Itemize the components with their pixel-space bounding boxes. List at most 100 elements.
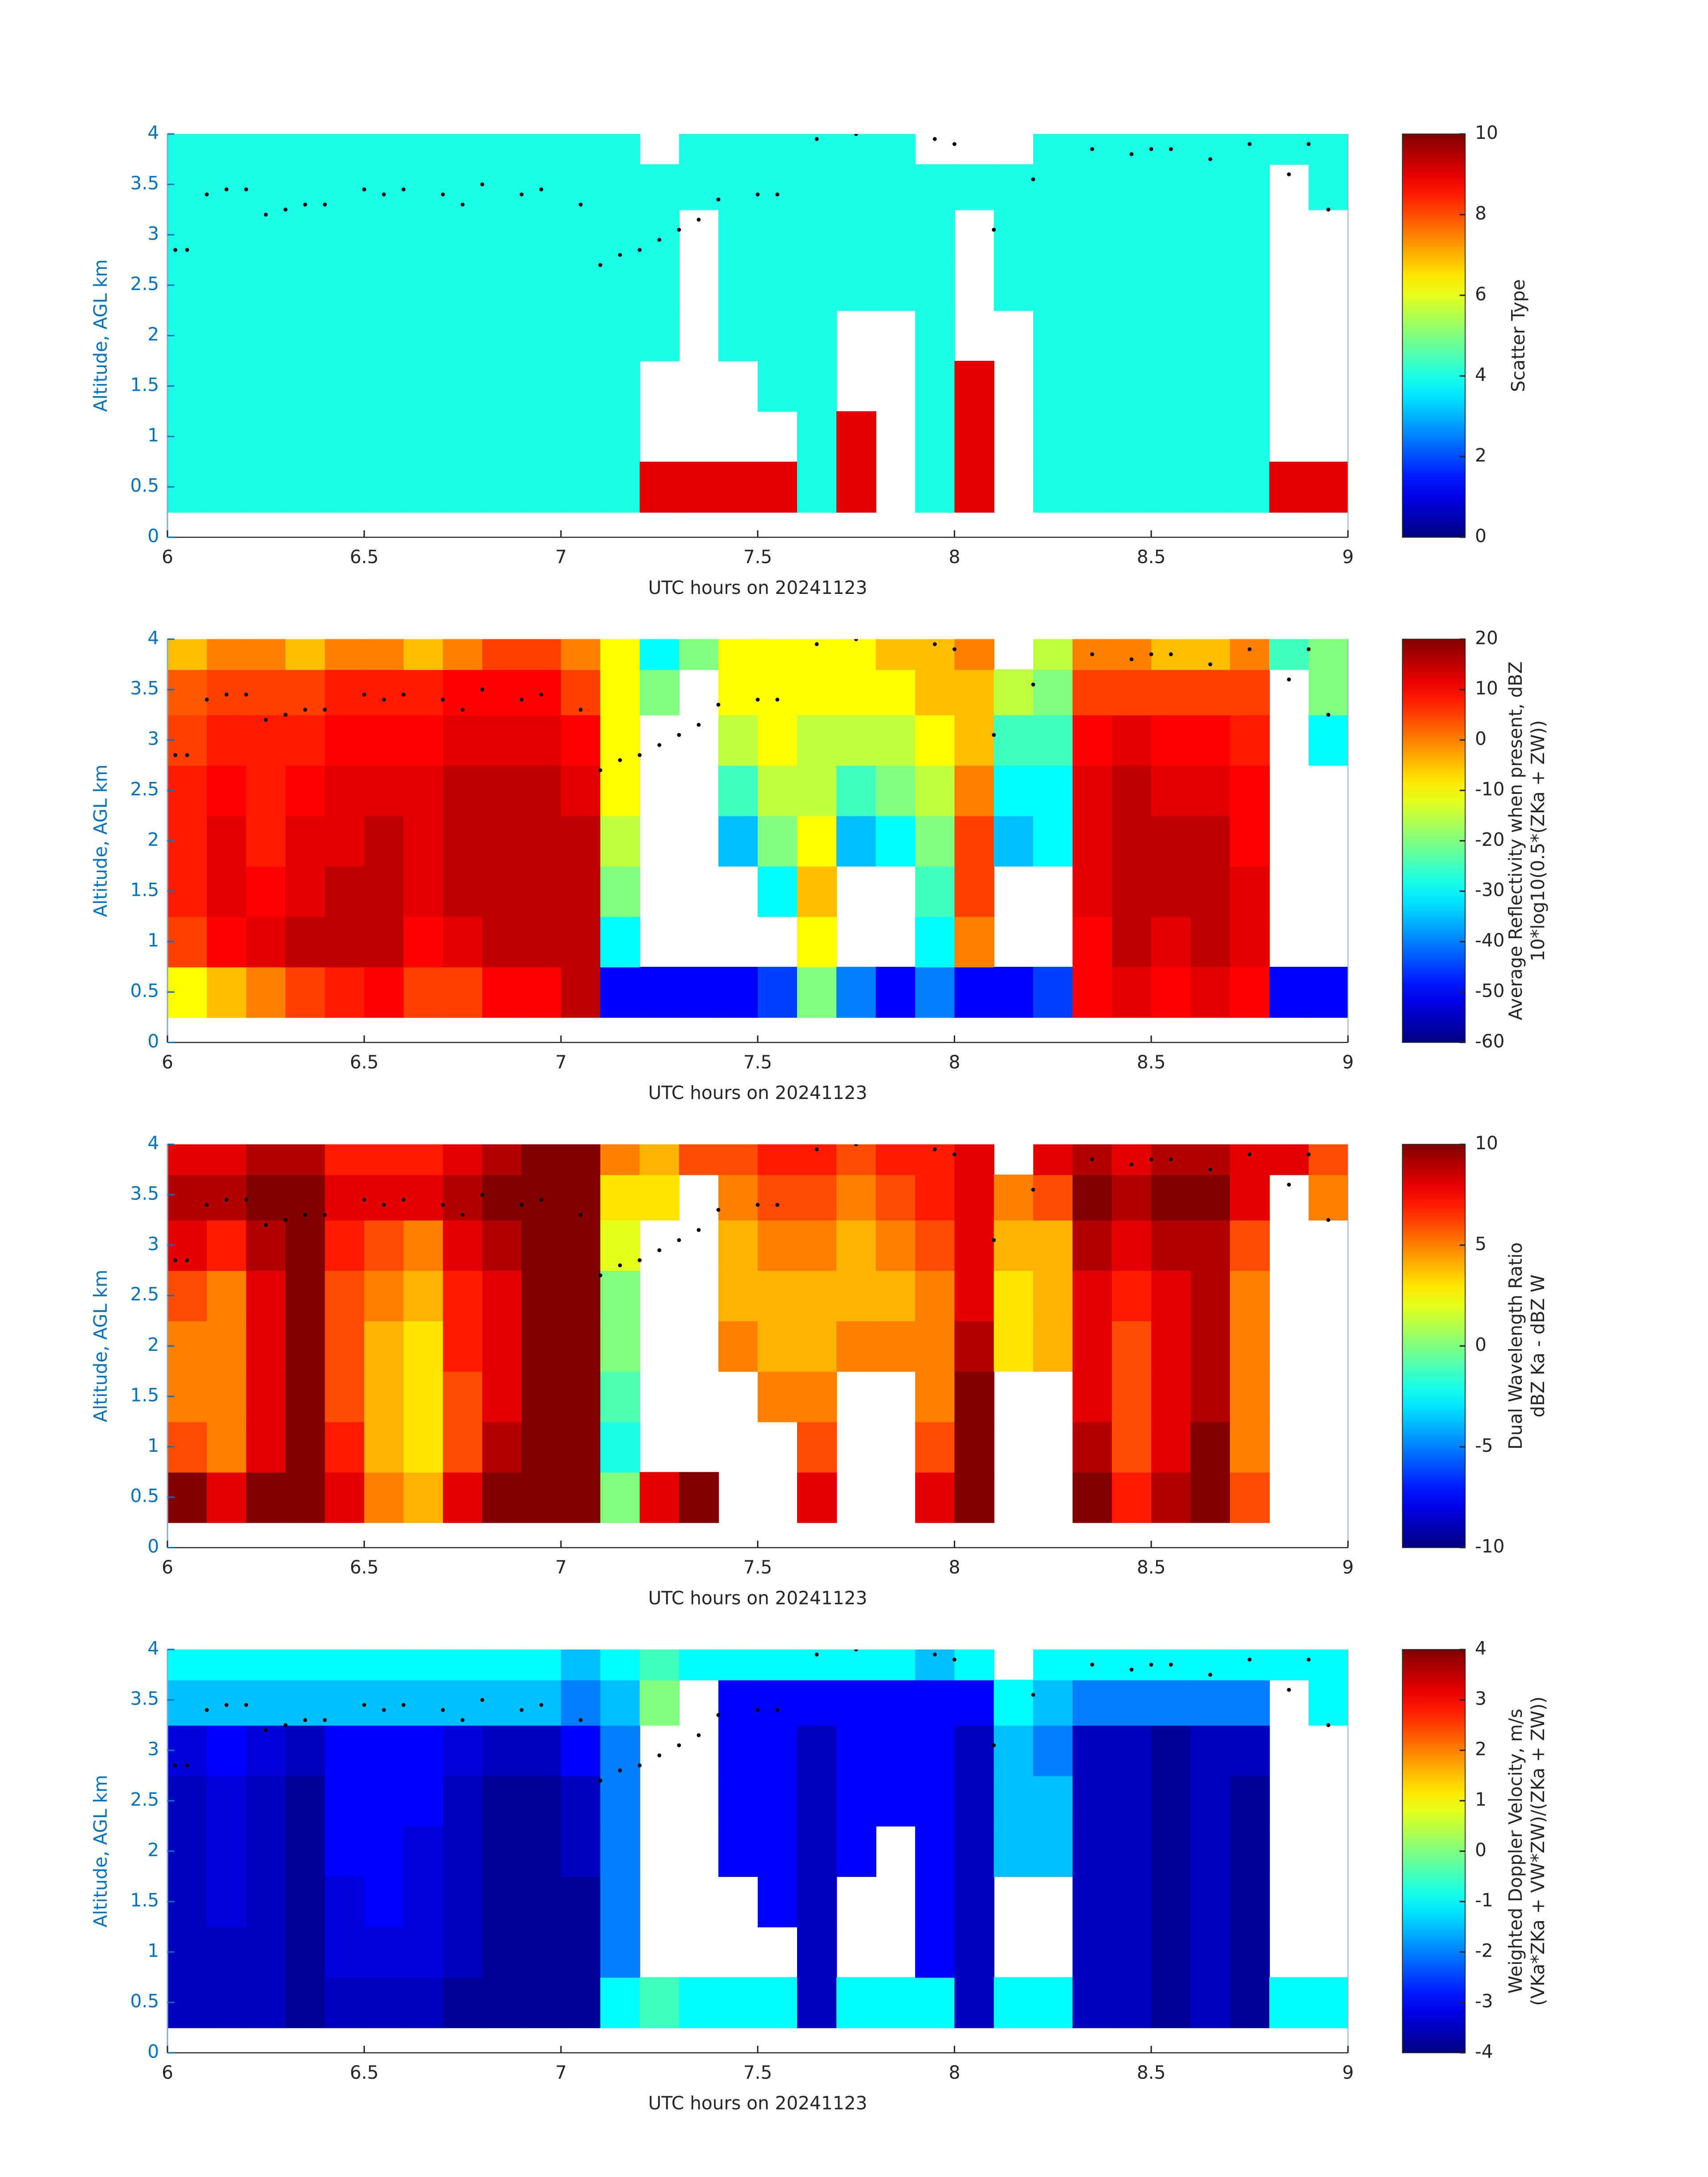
cell: [954, 1472, 994, 1523]
cell: [954, 1320, 994, 1372]
x-tick-label: 7: [555, 1051, 567, 1073]
cell: [797, 967, 837, 1018]
cell: [403, 411, 444, 463]
cell: [954, 1725, 994, 1776]
marker-point: [323, 1718, 327, 1722]
x-tick-label: 8: [949, 1051, 960, 1073]
cell: [246, 1649, 286, 1680]
marker-point: [519, 1203, 524, 1207]
marker-point: [539, 693, 543, 697]
y-tick-label: 0: [147, 525, 159, 547]
marker-point: [460, 707, 465, 712]
cell: [325, 1144, 365, 1175]
heatmap: [167, 639, 1348, 1018]
cell: [1072, 134, 1113, 165]
marker-point: [598, 263, 602, 267]
cell: [364, 1775, 404, 1827]
cell: [443, 765, 483, 816]
cell: [600, 765, 640, 816]
cell: [1033, 639, 1073, 670]
marker-point: [362, 1703, 366, 1707]
cell: [915, 1220, 955, 1271]
cell: [246, 1371, 286, 1422]
cell: [757, 1725, 798, 1776]
marker-point: [1326, 713, 1331, 717]
marker-point: [382, 1203, 386, 1207]
cell: [1308, 1649, 1348, 1680]
cell: [600, 411, 640, 463]
marker-point: [854, 134, 858, 136]
marker-point: [539, 1703, 543, 1707]
colorbar-tick-label: -20: [1475, 829, 1504, 850]
cell: [1112, 1371, 1152, 1422]
marker-point: [952, 1152, 956, 1157]
y-tick-label: 1.5: [130, 879, 159, 901]
cell: [876, 715, 916, 766]
cell: [954, 1876, 994, 1927]
cell: [325, 1472, 365, 1523]
cell: [1190, 1680, 1231, 1726]
cell: [718, 1320, 759, 1372]
cell: [915, 1144, 955, 1175]
cell: [561, 1174, 601, 1221]
cell: [915, 639, 955, 670]
cell: [915, 164, 955, 210]
cell: [1151, 1320, 1191, 1372]
cell: [718, 967, 759, 1018]
marker-point: [1129, 657, 1134, 661]
cell: [1230, 461, 1270, 513]
cell: [246, 765, 286, 816]
cell: [1072, 765, 1113, 816]
cell: [325, 1977, 365, 2028]
cell: [325, 461, 365, 513]
cell: [954, 866, 994, 917]
cell: [1033, 164, 1073, 210]
cell: [757, 765, 798, 816]
cell: [1072, 1371, 1113, 1422]
cell: [1151, 1371, 1191, 1422]
y-tick-label: 0: [147, 1030, 159, 1052]
marker-point: [1287, 172, 1291, 176]
cell: [600, 164, 640, 210]
cell: [364, 260, 404, 311]
cell: [994, 1775, 1034, 1827]
cell: [246, 967, 286, 1018]
marker-point: [814, 642, 819, 646]
cell: [207, 916, 247, 968]
cell: [207, 1270, 247, 1321]
cell: [364, 209, 404, 261]
cell: [836, 1174, 877, 1221]
cell: [994, 669, 1034, 715]
marker-point: [933, 1147, 937, 1152]
y-tick-label: 3.5: [130, 1688, 159, 1709]
y-tick-label: 0.5: [130, 980, 159, 1001]
cell: [1308, 461, 1348, 513]
cell: [1151, 310, 1191, 362]
colorbar-tick-label: -5: [1475, 1435, 1493, 1456]
cell: [482, 967, 522, 1018]
y-tick-label: 2: [147, 1334, 159, 1355]
cell: [364, 866, 404, 917]
x-tick-label: 7.5: [743, 546, 773, 568]
marker-point: [284, 1723, 288, 1727]
cell: [364, 461, 404, 513]
cell: [443, 1775, 483, 1827]
cell: [954, 1371, 994, 1422]
y-tick-label: 3.5: [130, 172, 159, 194]
cell: [954, 765, 994, 816]
cell: [797, 1421, 837, 1473]
cell: [1072, 1270, 1113, 1321]
cell: [482, 1926, 522, 1978]
cell: [600, 1977, 640, 2028]
cell: [915, 669, 955, 715]
cell: [1072, 639, 1113, 670]
cell: [1033, 1144, 1073, 1175]
cell: [797, 164, 837, 210]
marker-point: [775, 1708, 780, 1712]
x-tick-label: 7: [555, 1557, 567, 1578]
cell: [1072, 260, 1113, 311]
cell: [876, 1977, 916, 2028]
cell: [403, 1926, 444, 1978]
marker-point: [992, 1743, 996, 1747]
cell: [915, 967, 955, 1018]
